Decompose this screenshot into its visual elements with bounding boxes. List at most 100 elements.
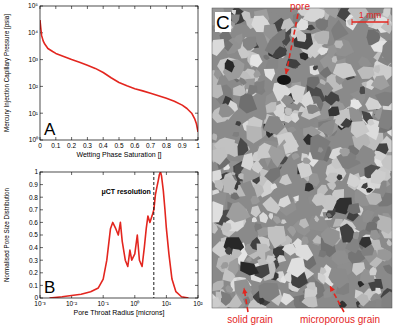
grain (281, 293, 295, 306)
x-tick (71, 172, 72, 175)
chart-1: 10⁻³10⁻²10⁻¹10⁰10¹10²00.10.20.30.40.50.6… (3, 168, 204, 317)
grain (259, 212, 268, 223)
x-tick-label: 1 (196, 142, 200, 149)
grain (212, 222, 218, 233)
grain (318, 250, 326, 258)
grain (241, 11, 250, 23)
y-tick (195, 32, 198, 33)
x-tick-label: 0.1 (51, 142, 60, 149)
data-line (40, 20, 198, 132)
grain (310, 65, 320, 75)
y-tick (195, 86, 198, 87)
grain (307, 77, 320, 89)
y-tick-label: 10⁵ (28, 2, 38, 9)
x-tick (166, 6, 167, 9)
grain (233, 85, 246, 97)
x-tick-label: 0.6 (130, 142, 139, 149)
grain (234, 279, 252, 300)
grain (347, 203, 361, 214)
x-tick (71, 137, 72, 140)
grain (366, 188, 373, 193)
y-tick (195, 113, 198, 114)
grain (351, 100, 363, 110)
grain (371, 169, 386, 184)
x-tick-label: 0.5 (114, 142, 123, 149)
grain (281, 220, 287, 225)
grain (366, 19, 375, 27)
grain (277, 255, 286, 263)
data-line (50, 172, 189, 298)
grain (312, 193, 326, 206)
y-tick-label: 0.4 (29, 244, 38, 251)
ct-background (212, 8, 392, 308)
y-tick-label: 0.6 (29, 219, 38, 226)
grain (313, 65, 318, 70)
y-axis-label: Normalised Pore Size Distribution (3, 187, 10, 282)
grain (221, 222, 232, 232)
x-tick (119, 6, 120, 9)
grain (259, 298, 265, 305)
grain (339, 148, 350, 157)
y-tick (40, 86, 43, 87)
grain (378, 109, 392, 129)
grain (264, 167, 280, 183)
grain (212, 147, 228, 165)
grain (383, 8, 391, 18)
grain (284, 115, 293, 123)
grain (212, 201, 223, 222)
grain (359, 86, 365, 94)
grain (366, 192, 383, 205)
grain (225, 285, 233, 293)
pore-region (277, 75, 291, 85)
grain (221, 177, 237, 194)
grain (340, 118, 351, 128)
grain (353, 232, 360, 240)
grain (282, 243, 297, 255)
y-tick (40, 235, 43, 236)
grain (268, 226, 287, 248)
grain (302, 236, 309, 245)
panel-label: C (216, 12, 230, 33)
grain (285, 107, 292, 116)
panel-label: A (44, 120, 56, 139)
grain (374, 65, 380, 74)
grain (252, 217, 257, 222)
grain (231, 14, 240, 24)
grain (300, 52, 309, 60)
grain (301, 296, 317, 307)
y-tick-label: 10³ (29, 56, 39, 63)
grain (264, 69, 275, 81)
y-tick-label: 10⁰ (29, 136, 39, 143)
grain (266, 102, 277, 113)
scale-bar-label: 1 mm (359, 10, 382, 20)
grain (219, 103, 236, 117)
grain (375, 143, 388, 154)
grain (269, 213, 274, 220)
x-tick-label: 0.4 (99, 142, 108, 149)
grain (287, 127, 296, 133)
grain (225, 246, 232, 255)
grain (357, 67, 374, 79)
x-tick (71, 6, 72, 9)
grain (319, 79, 326, 85)
grain (263, 24, 278, 39)
x-tick-label: 0.2 (67, 142, 76, 149)
grain (333, 63, 357, 79)
y-tick (195, 209, 198, 210)
y-tick (195, 59, 198, 60)
grain (241, 153, 254, 171)
annotation: solid grain (227, 314, 273, 325)
y-tick (195, 260, 198, 261)
arrow-head (242, 288, 247, 294)
grain (254, 183, 265, 197)
ct-frame (212, 8, 392, 308)
figure: 00.10.20.30.40.50.60.70.80.9110⁰10¹10²10… (0, 0, 400, 328)
label-box (215, 12, 231, 32)
grain (252, 160, 263, 174)
grain (381, 291, 392, 308)
grain (387, 239, 393, 246)
y-tick (195, 197, 198, 198)
grain (239, 92, 258, 114)
grain (317, 119, 336, 137)
y-tick-label: 10⁴ (28, 29, 38, 36)
